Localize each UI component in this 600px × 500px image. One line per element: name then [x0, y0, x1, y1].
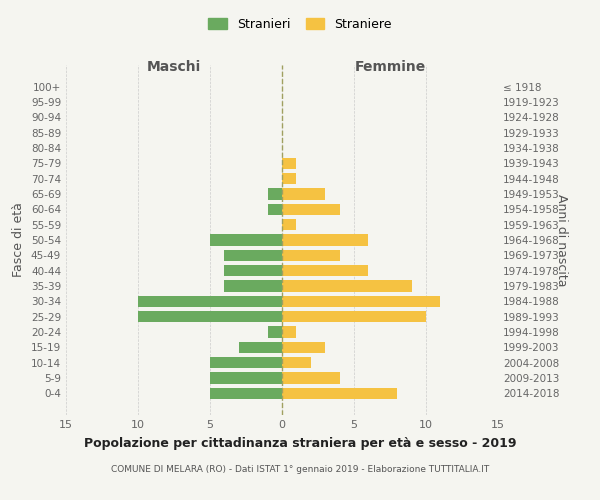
Bar	[282, 296, 440, 307]
Y-axis label: Fasce di età: Fasce di età	[13, 202, 25, 278]
Bar	[282, 388, 397, 399]
Bar	[282, 173, 296, 184]
Bar	[282, 342, 325, 353]
Bar	[224, 250, 282, 261]
Bar	[210, 357, 282, 368]
Bar	[210, 234, 282, 246]
Bar	[224, 265, 282, 276]
Bar	[282, 204, 340, 215]
Text: Maschi: Maschi	[147, 60, 201, 74]
Bar	[138, 311, 282, 322]
Bar	[282, 311, 426, 322]
Bar	[282, 250, 340, 261]
Bar	[282, 158, 296, 169]
Bar	[268, 204, 282, 215]
Bar	[282, 280, 412, 292]
Bar	[282, 188, 325, 200]
Bar	[282, 357, 311, 368]
Bar	[282, 234, 368, 246]
Bar	[268, 326, 282, 338]
Text: COMUNE DI MELARA (RO) - Dati ISTAT 1° gennaio 2019 - Elaborazione TUTTITALIA.IT: COMUNE DI MELARA (RO) - Dati ISTAT 1° ge…	[111, 466, 489, 474]
Bar	[282, 265, 368, 276]
Bar	[239, 342, 282, 353]
Bar	[210, 388, 282, 399]
Bar	[224, 280, 282, 292]
Bar	[268, 188, 282, 200]
Bar	[138, 296, 282, 307]
Text: Femmine: Femmine	[355, 60, 425, 74]
Text: Popolazione per cittadinanza straniera per età e sesso - 2019: Popolazione per cittadinanza straniera p…	[84, 438, 516, 450]
Bar	[282, 219, 296, 230]
Bar	[282, 372, 340, 384]
Y-axis label: Anni di nascita: Anni di nascita	[555, 194, 568, 286]
Legend: Stranieri, Straniere: Stranieri, Straniere	[205, 14, 395, 34]
Bar	[210, 372, 282, 384]
Bar	[282, 326, 296, 338]
